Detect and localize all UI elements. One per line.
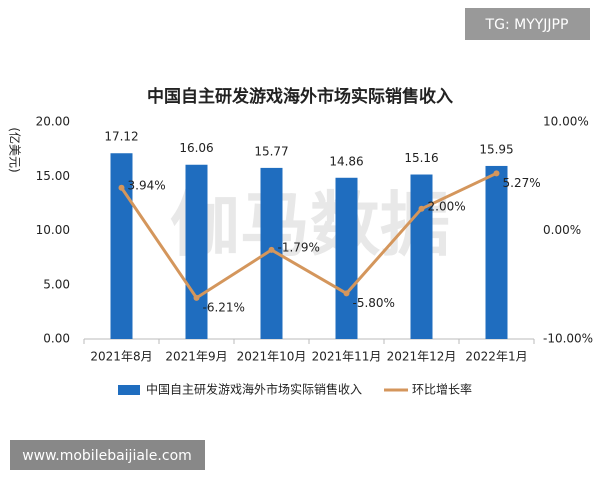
bar-value-label: 16.06: [179, 141, 213, 155]
y-tick-label: 15.00: [36, 169, 70, 183]
y-axis-label: (亿美元): [8, 127, 23, 172]
line: [120, 171, 498, 300]
legend-swatch: [118, 385, 140, 395]
bar-value-label: 15.16: [404, 151, 438, 165]
line-value-label: -5.80%: [353, 296, 395, 310]
bar-value-label: 15.95: [479, 142, 513, 156]
legend-label: 环比增长率: [412, 382, 472, 397]
bar: [335, 177, 358, 339]
y-tick-label: 5.00: [43, 277, 70, 291]
y2-tick-label: 0.00%: [543, 223, 581, 237]
x-tick-label: 2021年11月: [312, 350, 382, 364]
line-point: [268, 246, 275, 253]
line-value-label: -6.21%: [203, 300, 245, 314]
bar-value-label: 15.77: [254, 144, 288, 158]
line-value-label: 5.27%: [503, 176, 541, 190]
line-value-label: 3.94%: [128, 178, 166, 192]
line-point: [343, 290, 350, 297]
line-value-label: -1.79%: [278, 240, 320, 254]
y-tick-label: 10.00: [36, 223, 70, 237]
x-tick-label: 2021年10月: [237, 350, 307, 364]
y-tick-label: 20.00: [36, 115, 70, 129]
chart-title: 中国自主研发游戏海外市场实际销售收入: [147, 86, 453, 107]
x-tick-label: 2021年9月: [165, 350, 227, 364]
legend-label: 中国自主研发游戏海外市场实际销售收入: [146, 382, 362, 397]
x-tick-label: 2022年1月: [465, 350, 527, 364]
bar: [485, 165, 508, 339]
x-tick-label: 2021年8月: [90, 350, 152, 364]
footer-tag: www.mobilebaijiale.com: [22, 448, 192, 464]
x-tick-label: 2021年12月: [387, 350, 457, 364]
line-point: [493, 170, 500, 177]
line-value-label: 2.00%: [428, 199, 466, 213]
line-point: [193, 294, 200, 301]
bar: [260, 167, 283, 339]
y-tick-label: 0.00: [43, 332, 70, 346]
y2-tick-label: 10.00%: [543, 115, 589, 129]
corner-tag-box: [465, 8, 590, 40]
corner-tag: TG: MYYJJPP: [485, 17, 569, 33]
line-point: [118, 184, 125, 191]
bar: [110, 153, 133, 339]
y2-tick-label: -10.00%: [543, 332, 593, 346]
watermark: 伽马数据: [170, 184, 450, 266]
bar-value-label: 14.86: [329, 154, 363, 168]
line-point: [418, 205, 425, 212]
footer-tag-box: [10, 440, 205, 470]
bar-value-label: 17.12: [104, 130, 138, 144]
